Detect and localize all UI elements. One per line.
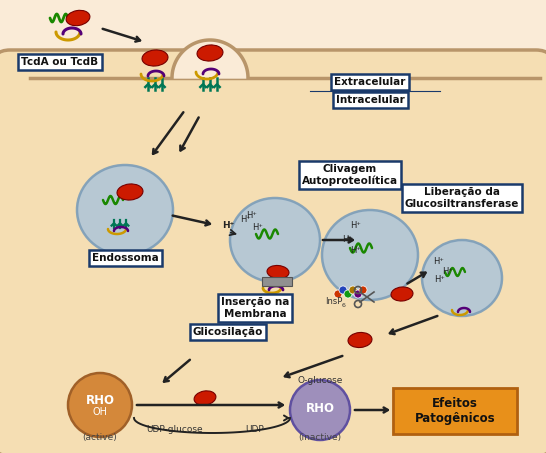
Text: H⁺: H⁺ xyxy=(350,221,361,230)
Text: Glicosilação: Glicosilação xyxy=(193,327,263,337)
Text: UDP: UDP xyxy=(246,425,264,434)
Text: H⁺: H⁺ xyxy=(342,235,353,244)
Text: Intracelular: Intracelular xyxy=(336,95,405,105)
Text: (active): (active) xyxy=(82,433,117,442)
Text: Liberação da
Glucosiltransferase: Liberação da Glucosiltransferase xyxy=(405,187,519,209)
Ellipse shape xyxy=(194,391,216,405)
Polygon shape xyxy=(172,40,248,78)
Text: InsP: InsP xyxy=(325,297,342,306)
Text: H⁺: H⁺ xyxy=(222,221,234,230)
Circle shape xyxy=(359,286,367,294)
Text: UDP-glucose: UDP-glucose xyxy=(147,425,203,434)
Text: H⁺: H⁺ xyxy=(252,223,263,232)
Ellipse shape xyxy=(348,333,372,347)
Ellipse shape xyxy=(77,165,173,255)
FancyBboxPatch shape xyxy=(262,277,292,286)
Text: Efeitos
Patogênicos: Efeitos Patogênicos xyxy=(415,397,495,425)
Ellipse shape xyxy=(117,184,143,200)
Text: 6: 6 xyxy=(342,303,346,308)
Ellipse shape xyxy=(230,198,320,282)
Ellipse shape xyxy=(391,287,413,301)
Circle shape xyxy=(354,290,362,298)
Text: Endossoma: Endossoma xyxy=(92,253,158,263)
Circle shape xyxy=(290,380,350,440)
Text: H⁺: H⁺ xyxy=(442,267,453,276)
Circle shape xyxy=(339,286,347,294)
Text: RHO: RHO xyxy=(306,401,335,414)
Text: H⁺: H⁺ xyxy=(350,246,361,255)
Circle shape xyxy=(68,373,132,437)
FancyBboxPatch shape xyxy=(0,50,546,453)
Text: H⁺: H⁺ xyxy=(246,211,257,220)
Text: TcdA ou TcdB: TcdA ou TcdB xyxy=(21,57,99,67)
Text: RHO: RHO xyxy=(86,394,115,406)
Ellipse shape xyxy=(267,265,289,279)
Text: Inserção na
Membrana: Inserção na Membrana xyxy=(221,297,289,319)
Text: H⁺: H⁺ xyxy=(433,257,444,266)
Ellipse shape xyxy=(322,210,418,300)
Ellipse shape xyxy=(142,50,168,66)
Text: OH: OH xyxy=(92,407,108,417)
Circle shape xyxy=(334,290,342,298)
Text: H⁺: H⁺ xyxy=(434,275,445,284)
Ellipse shape xyxy=(66,10,90,26)
Text: O-glucose: O-glucose xyxy=(298,376,343,385)
Text: H⁺: H⁺ xyxy=(240,215,251,224)
FancyBboxPatch shape xyxy=(393,388,517,434)
Ellipse shape xyxy=(422,240,502,316)
Circle shape xyxy=(349,286,357,294)
Ellipse shape xyxy=(197,45,223,61)
Text: (inactive): (inactive) xyxy=(299,433,342,442)
Circle shape xyxy=(344,290,352,298)
Text: Clivagem
Autoproteolítica: Clivagem Autoproteolítica xyxy=(302,164,398,186)
Text: Extracelular: Extracelular xyxy=(334,77,406,87)
